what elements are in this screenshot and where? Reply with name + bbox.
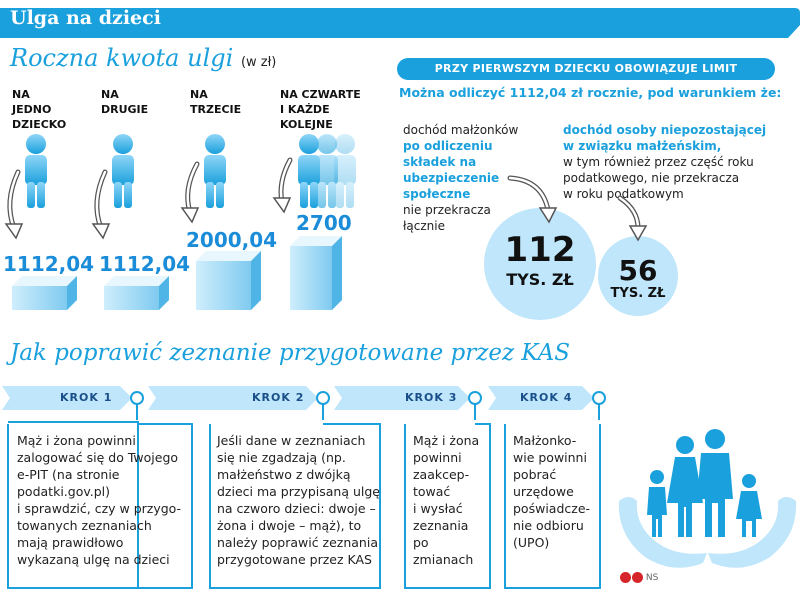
- section1-title: Roczna kwota ulgi (w zł): [10, 44, 276, 72]
- child-label-2: NA DRUGIE: [101, 88, 149, 116]
- bar-2: [104, 276, 169, 310]
- condition-left-text: dochód małżonków po odliczeniu składek n…: [403, 123, 519, 233]
- step-box-1: [8, 421, 139, 587]
- section1-unit: (w zł): [240, 55, 277, 70]
- bar-1: [12, 276, 77, 310]
- child-icon-2: [112, 134, 134, 208]
- credit: NS: [620, 572, 658, 583]
- step-text-2: Jeśli dane w zeznaniach się nie zgadzają …: [217, 433, 380, 567]
- step-text-1: Mąż i żona powinni zalogować się do Twoje…: [17, 433, 182, 567]
- child-icon-4: [298, 134, 356, 208]
- unit-112: TYS. ZŁ: [506, 270, 574, 289]
- value-112: 112: [504, 230, 576, 270]
- child-label-4: NA CZWARTE I KAŻDE KOLEJNE: [280, 88, 361, 131]
- section1-title-text: Roczna kwota ulgi: [10, 44, 234, 72]
- limit-circles: [484, 175, 678, 320]
- condition-right-text: dochód osoby niepozostającej w związku m…: [563, 123, 767, 201]
- step-label-4: KROK 4: [520, 391, 573, 404]
- amount-4: 2700: [296, 211, 352, 235]
- step-label-1: KROK 1: [60, 391, 113, 404]
- step-frames: [7, 423, 601, 589]
- arrows: [7, 157, 293, 231]
- step-label-2: KROK 2: [252, 391, 305, 404]
- child-icon-3: [204, 134, 226, 208]
- circle-56: [598, 236, 678, 316]
- agency-icon: [632, 572, 643, 583]
- copyright-icon: [620, 572, 631, 583]
- value-56: 56: [618, 254, 658, 287]
- amount-1: 1112,04: [3, 252, 95, 276]
- steps-timeline: [2, 386, 606, 420]
- children-illustration: [4, 134, 356, 310]
- step-label-3: KROK 3: [405, 391, 458, 404]
- limit-condition: Można odliczyć 1112,04 zł rocznie, pod w…: [399, 85, 782, 100]
- amount-3: 2000,04: [186, 228, 278, 252]
- header-bar: [0, 8, 800, 38]
- amount-2: 1112,04: [99, 252, 191, 276]
- circle-112: [484, 208, 596, 320]
- unit-56: TYS. ZŁ: [610, 286, 666, 301]
- page-title: Ulga na dzieci: [10, 7, 161, 29]
- bar-4: [290, 236, 342, 310]
- child-label-1: NA JEDNO DZIECKO: [12, 88, 67, 131]
- step-text-3: Mąż i żona powinni zaakcep-tować i wysłać z…: [413, 433, 480, 567]
- step-text-4: Małżonko-wie powinni pobrać urzędowe poświ…: [513, 433, 591, 550]
- section2-title: Jak poprawić zeznanie przygotowane przez…: [10, 340, 570, 366]
- limit-banner: PRZY PIERWSZYM DZIECKU OBOWIĄZUJE LIMIT …: [397, 58, 775, 97]
- child-icon-1: [25, 134, 47, 208]
- child-label-3: NA TRZECIE: [190, 88, 242, 116]
- bar-3: [196, 251, 261, 310]
- family-hands-icon: [618, 429, 797, 568]
